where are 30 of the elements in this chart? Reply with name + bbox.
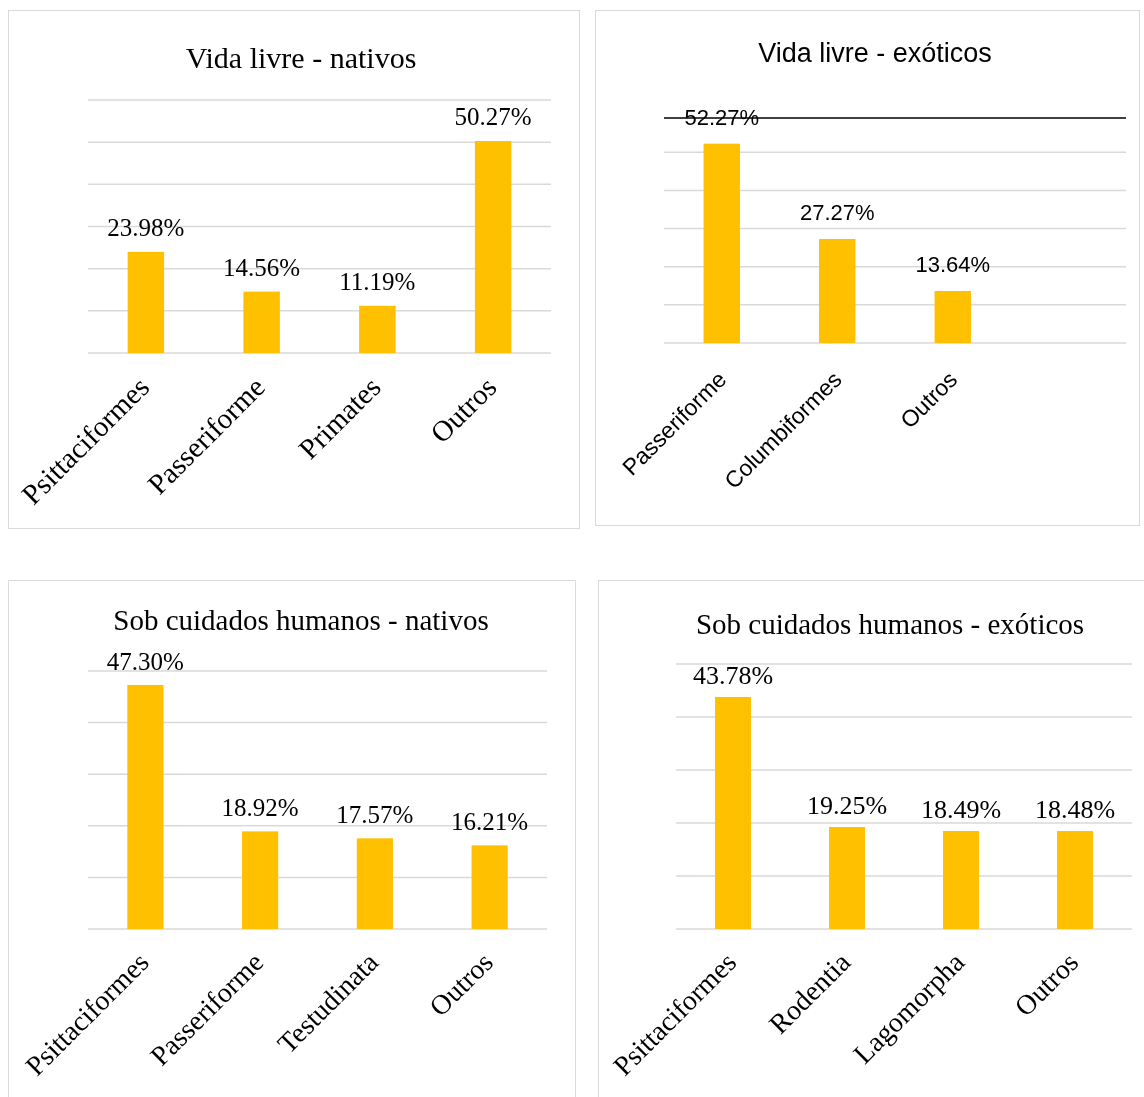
chart-title: Sob cuidados humanos - exóticos [695,607,1084,640]
data-label: 47.30% [106,647,184,675]
bar [356,837,393,929]
chart-title: Vida livre - nativos [185,40,416,74]
bar [358,305,396,353]
data-label: 18.48% [1034,794,1115,824]
bar [241,830,278,929]
bar [942,830,979,929]
data-label: 50.27% [454,102,532,130]
bar [1056,830,1093,929]
data-label: 14.56% [222,253,300,281]
bar [828,826,865,929]
bar [126,684,163,929]
data-label: 27.27% [799,199,875,225]
data-label: 16.21% [450,807,528,835]
bar [471,844,508,929]
data-label: 13.64% [914,251,990,277]
bar [474,140,511,353]
data-label: 17.57% [335,800,413,828]
data-label: 18.92% [221,793,299,821]
data-label: 43.78% [692,660,773,690]
data-label: 23.98% [106,213,184,241]
data-label: 18.49% [920,794,1001,824]
data-label: 19.25% [806,790,887,820]
bar [714,696,751,929]
bar [242,291,280,353]
chart-title: Vida livre - exóticos [757,37,992,68]
chart-title: Sob cuidados humanos - nativos [112,603,489,636]
bar [127,251,164,353]
data-label: 11.19% [338,267,415,295]
